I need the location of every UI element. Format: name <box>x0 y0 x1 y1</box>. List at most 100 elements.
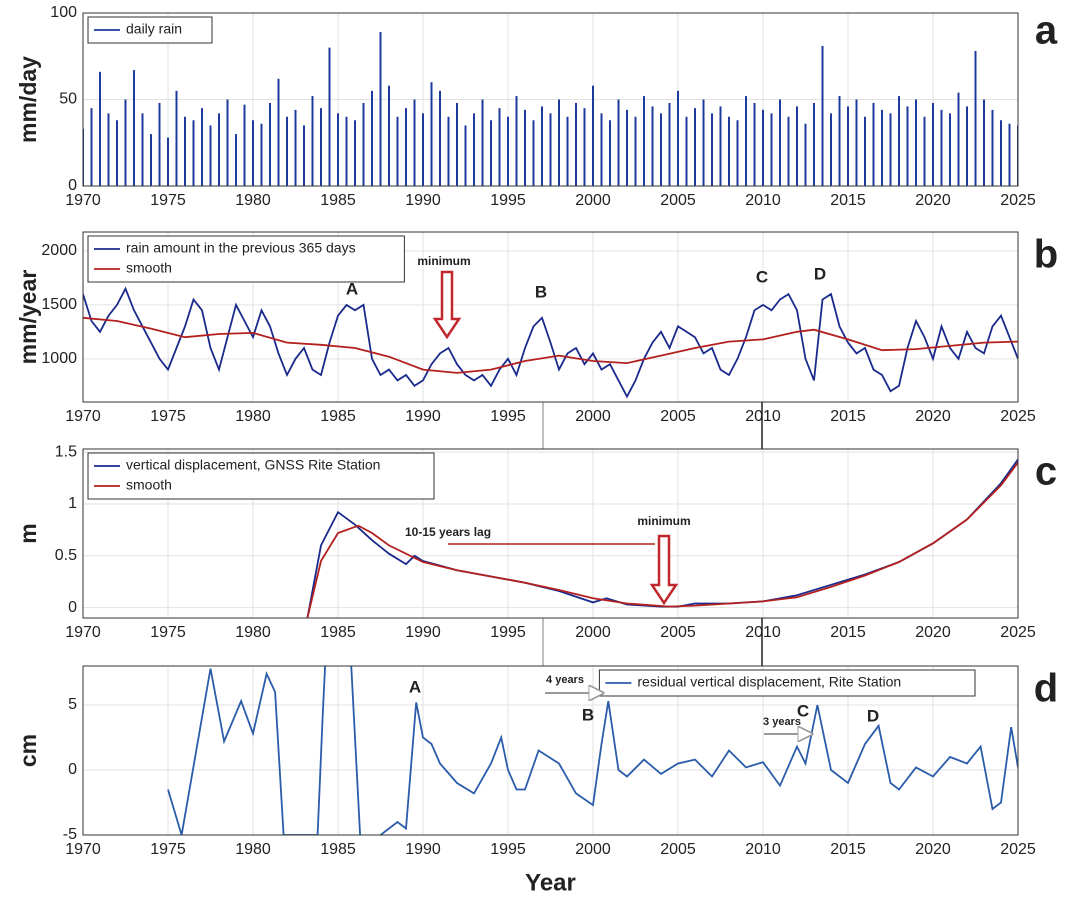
x-tick-label: 2025 <box>1000 841 1036 858</box>
x-tick-label: 2015 <box>830 624 866 641</box>
x-tick-label: 2020 <box>915 192 951 209</box>
legend-label: residual vertical displacement, Rite Sta… <box>637 674 901 690</box>
x-tick-label: 2010 <box>745 841 781 858</box>
x-tick-label: 2025 <box>1000 624 1036 641</box>
series-line <box>167 666 1018 835</box>
annotation: C <box>756 267 768 286</box>
x-tick-label: 1985 <box>320 192 356 209</box>
plot <box>306 458 1018 618</box>
x-tick-label: 1970 <box>65 841 101 858</box>
x-tick-label: 1970 <box>65 624 101 641</box>
x-tick-label: 1980 <box>235 408 271 425</box>
x-tick-label: 1995 <box>490 192 526 209</box>
legend-box <box>87 235 405 283</box>
y-tick-label: -5 <box>63 826 77 843</box>
series-line <box>306 461 1018 618</box>
y-tick-label: 1500 <box>41 296 77 313</box>
x-tick-label: 2000 <box>575 408 611 425</box>
plot-frame <box>82 12 1019 187</box>
panel-label: b <box>1034 233 1058 277</box>
legend-label: smooth <box>126 477 172 493</box>
y-axis-label: m <box>15 523 41 543</box>
annotation: 4 years <box>546 674 584 686</box>
legend-label: vertical displacement, GNSS Rite Station <box>126 457 380 473</box>
annotation: D <box>814 264 826 283</box>
y-tick-label: 50 <box>59 91 77 108</box>
x-tick-label: 1985 <box>320 624 356 641</box>
x-tick-label: 1995 <box>490 841 526 858</box>
x-tick-label: 2020 <box>915 624 951 641</box>
x-tick-label: 2025 <box>1000 408 1036 425</box>
y-tick-label: 1.5 <box>55 443 77 460</box>
x-tick-label: 2000 <box>575 192 611 209</box>
legend-box <box>598 669 976 697</box>
annotation: 10-15 years lag <box>405 525 491 539</box>
x-tick-label: 2010 <box>745 192 781 209</box>
y-tick-label: 1000 <box>41 350 77 367</box>
annotation: minimum <box>417 254 470 268</box>
x-tick-label: 2005 <box>660 192 696 209</box>
x-tick-label: 1975 <box>150 624 186 641</box>
plot <box>83 32 1018 186</box>
plot-frame <box>82 448 1019 619</box>
y-tick-label: 100 <box>50 4 77 21</box>
x-tick-label: 1985 <box>320 841 356 858</box>
x-tick-label: 2010 <box>745 624 781 641</box>
panel-label: a <box>1035 9 1058 53</box>
annotation: C <box>797 701 809 720</box>
x-tick-label: 2015 <box>830 841 866 858</box>
x-tick-label: 2000 <box>575 841 611 858</box>
x-tick-label: 1990 <box>405 408 441 425</box>
y-tick-label: 5 <box>68 696 77 713</box>
annotation: minimum <box>637 514 690 528</box>
x-tick-label: 2000 <box>575 624 611 641</box>
x-tick-label: 2025 <box>1000 192 1036 209</box>
plot <box>167 666 1018 835</box>
y-axis-label: cm <box>15 734 41 767</box>
x-tick-label: 1975 <box>150 408 186 425</box>
panel-label: d <box>1034 667 1058 711</box>
y-tick-label: 0 <box>68 761 77 778</box>
legend-label: daily rain <box>126 21 182 37</box>
y-axis-label: mm/day <box>15 56 41 143</box>
x-tick-label: 1970 <box>65 408 101 425</box>
y-tick-label: 1 <box>68 495 77 512</box>
x-tick-label: 2020 <box>915 841 951 858</box>
x-tick-label: 1975 <box>150 192 186 209</box>
x-tick-label: 1990 <box>405 841 441 858</box>
x-tick-label: 1980 <box>235 841 271 858</box>
plot <box>83 286 1018 399</box>
annotation: B <box>582 705 594 724</box>
series-line <box>83 286 1018 399</box>
x-tick-label: 1990 <box>405 192 441 209</box>
x-tick-label: 1990 <box>405 624 441 641</box>
annotation: B <box>535 282 547 301</box>
x-tick-label: 1975 <box>150 841 186 858</box>
y-tick-label: 0.5 <box>55 547 77 564</box>
x-tick-label: 1985 <box>320 408 356 425</box>
legend-box <box>87 452 435 500</box>
annotation: D <box>867 706 879 725</box>
x-tick-label: 1980 <box>235 624 271 641</box>
x-tick-label: 2020 <box>915 408 951 425</box>
x-tick-label: 2005 <box>660 841 696 858</box>
legend-label: rain amount in the previous 365 days <box>126 240 356 256</box>
legend-label: smooth <box>126 260 172 276</box>
x-tick-label: 2005 <box>660 624 696 641</box>
series-line <box>83 316 1018 374</box>
y-tick-label: 0 <box>68 177 77 194</box>
y-axis-label: mm/year <box>15 270 41 365</box>
x-tick-label: 2005 <box>660 408 696 425</box>
x-tick-label: 1980 <box>235 192 271 209</box>
x-tick-label: 1995 <box>490 624 526 641</box>
plot-frame <box>82 231 1019 403</box>
x-tick-label: 2010 <box>745 408 781 425</box>
panel-label: c <box>1035 450 1057 494</box>
annotation: A <box>346 279 358 298</box>
x-axis-label: Year <box>525 869 576 896</box>
annotation: A <box>409 677 421 696</box>
plot-frame <box>82 665 1019 836</box>
arrow <box>649 534 679 606</box>
x-tick-label: 2015 <box>830 192 866 209</box>
